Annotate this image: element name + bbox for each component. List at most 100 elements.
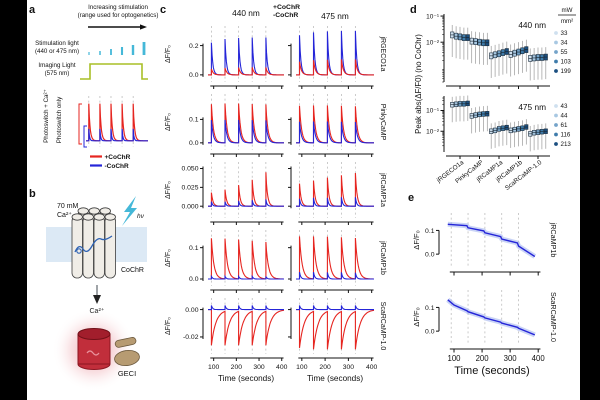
- x-tick-label: 100: [448, 354, 462, 363]
- legend-dot: [554, 69, 558, 73]
- y-tick-label: 0.050: [181, 166, 198, 173]
- legend-dot: [554, 142, 558, 146]
- e-indicator-label-bottom: ScaRCaMP-1.0: [549, 292, 558, 342]
- column-title-475: 475 nm: [321, 11, 349, 21]
- c-subplot-ScaRCaMP-1.0-475nm: 100 200 300 400: [288, 298, 378, 371]
- photoswitch-ca-label: Photoswitch + Ca²⁺: [43, 89, 50, 143]
- trace-blue: [208, 274, 284, 280]
- legend-dot: [554, 104, 558, 108]
- red-range-bracket: [78, 103, 82, 145]
- c-subplot-ScaRCaMP-1.0-440nm: -0.02 0.00 100 200 300 400: [183, 298, 288, 371]
- panel-c-plot-grid: ΔF/F₀ jRGECO1a 0.0 0.2 ΔF/F₀ PinkyCaMP 0.0 0.1 Δ…: [165, 26, 386, 371]
- y-tick-label: 0.025: [181, 185, 198, 192]
- y-tick-label: 0.00: [185, 307, 198, 314]
- panel-a-title-line1: Increasing stimulation: [88, 4, 148, 11]
- legend-intensity-label: 43: [561, 103, 568, 110]
- panel-d-label: d: [410, 4, 417, 16]
- c-row-ylabel: ΔF/F₀: [165, 249, 172, 267]
- panel-c-legend-plus: +CoChR: [273, 4, 300, 11]
- chromophore-detail: [86, 350, 100, 356]
- d-boxplot-440nm: 10⁻¹ 10⁻² 33 34 55 103 199: [426, 13, 571, 89]
- legend-intensity-label: 116: [561, 132, 571, 139]
- retinal-ring: [76, 248, 82, 254]
- trace-blue: [208, 199, 284, 207]
- lightning-bolt-icon: [122, 196, 137, 226]
- stim-intensity-tick: [110, 49, 112, 55]
- c-row-indicator-label: jRGECO1a: [379, 35, 386, 71]
- c-row-indicator-label: ScaRCaMP-1.0: [379, 302, 386, 351]
- d-ylabel: Peak abs(ΔF/F0) (no CoChr): [414, 34, 423, 134]
- panel-c-label: c: [160, 4, 166, 16]
- legend-intensity-label: 61: [561, 122, 568, 129]
- trace-red: [296, 59, 374, 76]
- c-row-ylabel: ΔF/F₀: [165, 113, 172, 131]
- legend-dot: [554, 113, 558, 118]
- trace-red: [208, 309, 285, 346]
- legend-dot: [554, 40, 558, 45]
- panel-a-legend-plus: +CoChR: [105, 154, 131, 161]
- trace-red: [296, 309, 375, 350]
- x-tick-label: 100: [208, 364, 220, 371]
- c-row-indicator-label: PinkyCaMP: [379, 104, 386, 141]
- bleach-trace: [447, 223, 536, 258]
- channel-helix-top: [82, 213, 94, 221]
- geci-cylinder: [77, 328, 111, 370]
- geci-label: GECI: [118, 369, 136, 378]
- trace-blue: [208, 119, 284, 144]
- channel-helix-top: [88, 207, 100, 215]
- imaging-light-waveform: [80, 63, 148, 80]
- y-tick-label: 0.1: [189, 245, 199, 252]
- channel-helix-top: [93, 213, 105, 221]
- stim-intensity-tick: [120, 47, 124, 55]
- panel-e-label: e: [408, 192, 414, 204]
- trace-blue: [208, 305, 284, 311]
- trace-blue: [296, 197, 374, 207]
- ca-concentration-line1: 70 mM: [57, 203, 79, 210]
- binding-domain-oval: [114, 349, 140, 367]
- y-tick-label: 0.2: [189, 43, 199, 50]
- channel-helix: [104, 215, 116, 279]
- y-tick-label: 0.000: [181, 203, 198, 210]
- retinal-squiggle: [74, 235, 113, 253]
- y-tick-label: 0.0: [189, 72, 199, 79]
- y-tick-label: 0.1: [425, 305, 435, 312]
- c-row-ylabel: ΔF/F₀: [165, 45, 172, 63]
- panel-e-plots: 0.0 0.1 0.0 0.1 100 200 300 400: [425, 213, 545, 363]
- channel-helix: [93, 215, 105, 279]
- photoswitch-only-label: Photoswitch only: [56, 96, 63, 143]
- x-tick-label: 200: [476, 354, 490, 363]
- panel-a-legend-minus: -CoChR: [105, 163, 129, 170]
- panel-a-title-line2: (range used for optogenetics): [78, 12, 159, 19]
- y-tick-label: 0.0: [189, 140, 199, 147]
- channel-helix-top: [77, 207, 89, 215]
- y-tick-label: 0.0: [425, 329, 435, 336]
- legend-intensity-label: 44: [561, 113, 568, 120]
- stim-intensity-tick: [131, 45, 135, 55]
- x-tick-label: 400: [532, 354, 546, 363]
- legend-intensity-label: 213: [561, 141, 572, 148]
- panel-c-legend-minus: -CoChR: [273, 12, 298, 19]
- legend-dot: [554, 50, 558, 54]
- time-xlabel-col1: Time (seconds): [218, 374, 274, 383]
- panel-a-label: a: [29, 4, 36, 16]
- y-tick-label: 0.0: [425, 252, 435, 259]
- stim-intensity-tick: [88, 52, 90, 55]
- e-plot-jRCaMP1b: 0.0 0.1: [425, 213, 541, 276]
- x-tick-label: 300: [253, 364, 265, 371]
- channel-helix-top: [104, 213, 116, 221]
- time-xlabel-col2: Time (seconds): [307, 374, 363, 383]
- x-tick-label: 200: [319, 364, 331, 371]
- x-tick-label: 400: [276, 364, 288, 371]
- c-row-ylabel: ΔF/F₀: [165, 317, 172, 335]
- c-subplot-jRCaMP1a-475nm: [288, 162, 374, 225]
- increasing-stimulation-arrow: [88, 24, 147, 30]
- e-ylabel-bottom: ΔF/F₀: [412, 307, 421, 326]
- bleach-trace: [447, 299, 536, 336]
- ca-concentration-line2: Ca²⁺: [57, 211, 72, 219]
- y-tick-label: -0.02: [183, 334, 199, 341]
- panel-b-label: b: [29, 188, 36, 200]
- legend-dot: [554, 59, 558, 64]
- trace-blue: [296, 305, 374, 311]
- imaging-light-label-2: (575 nm): [45, 70, 70, 77]
